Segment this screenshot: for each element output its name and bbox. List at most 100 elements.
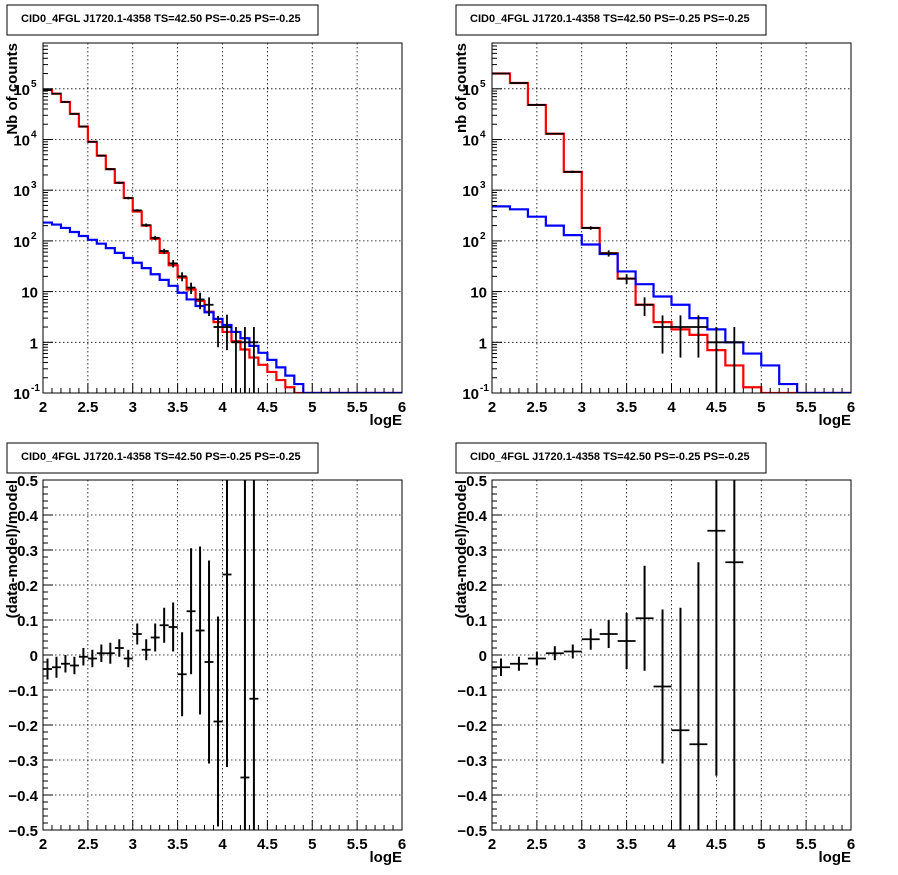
data-point: [87, 140, 97, 143]
x-tick-label: 2: [488, 836, 496, 853]
residual-point: [249, 480, 259, 830]
y-tick-label: 10: [470, 285, 487, 302]
series-step-1: [492, 72, 851, 393]
x-tick-label: 3: [129, 836, 137, 853]
x-tick-label: 5: [757, 399, 765, 416]
x-tick-label: 4.5: [257, 836, 278, 853]
residual-point: [653, 609, 672, 764]
y-tick-label: 0: [30, 648, 38, 665]
residual-point: [69, 656, 79, 675]
residual-point: [60, 655, 70, 673]
y-tick-label: 0.3: [17, 543, 38, 560]
y-tick-label: 10: [462, 82, 479, 99]
y-tick-exponent: 5: [480, 79, 486, 90]
data-point: [105, 168, 115, 171]
data-point: [60, 101, 70, 103]
data-point: [231, 327, 241, 393]
y-tick-exponent: 5: [31, 79, 37, 90]
residual-point: [87, 649, 97, 668]
x-axis-label: logE: [819, 412, 852, 429]
x-tick-label: 3: [578, 836, 586, 853]
residual-point: [159, 607, 169, 643]
residual-point: [78, 648, 88, 666]
y-tick-label: 10: [13, 183, 30, 200]
residual-point: [186, 548, 196, 675]
data-point: [177, 272, 187, 282]
x-tick-label: 4.5: [706, 399, 727, 416]
y-tick-label: 0.4: [17, 508, 39, 525]
x-tick-label: 3: [129, 399, 137, 416]
residual-point: [240, 480, 250, 830]
y-tick-label: 1: [479, 335, 487, 352]
y-tick-exponent: 4: [480, 129, 486, 140]
residual-point: [725, 480, 744, 830]
residual-point: [132, 623, 142, 645]
residual-point: [195, 546, 205, 715]
x-tick-label: 2.5: [526, 399, 547, 416]
x-tick-label: 4: [667, 836, 676, 853]
residual-point: [51, 656, 61, 678]
y-tick-exponent: 2: [31, 231, 37, 242]
data-point: [78, 125, 88, 128]
x-tick-label: 2.5: [77, 399, 98, 416]
x-tick-label: 2: [39, 399, 47, 416]
y-tick-label: −0.1: [8, 683, 38, 700]
residual-point: [213, 616, 223, 827]
y-tick-label: 10: [462, 234, 479, 251]
x-tick-label: 2: [39, 836, 47, 853]
y-tick-exponent: 4: [31, 129, 37, 140]
residual-point: [204, 560, 214, 764]
data-point: [96, 154, 106, 157]
y-tick-exponent: -1: [31, 383, 40, 394]
y-axis-label: nb of counts: [453, 43, 470, 133]
data-point: [168, 259, 178, 268]
y-tick-label: 10: [13, 132, 30, 149]
y-tick-label: −0.4: [8, 788, 38, 805]
data-point: [599, 250, 618, 257]
data-point: [51, 92, 61, 95]
y-tick-label: 0.3: [466, 543, 487, 560]
data-point: [249, 327, 259, 393]
data-point: [617, 274, 636, 285]
title-box: [6, 442, 319, 474]
chart-panel-4: CID0_4FGL J1720.1-4358 TS=42.50 PS=-0.25…: [453, 442, 855, 866]
y-tick-exponent: 3: [31, 180, 37, 191]
y-axis-label: Nb of counts: [4, 43, 21, 135]
chart-panel-1: CID0_4FGL J1720.1-4358 TS=42.50 PS=-0.25…: [4, 4, 406, 429]
data-point: [159, 248, 169, 254]
x-tick-label: 3.5: [616, 836, 637, 853]
x-tick-label: 5: [757, 836, 765, 853]
y-tick-label: 0.5: [466, 473, 487, 490]
y-tick-label: −0.5: [457, 823, 487, 840]
residual-point: [707, 480, 726, 776]
x-tick-label: 6: [398, 836, 406, 853]
data-point: [132, 209, 142, 212]
y-tick-label: 0.1: [466, 613, 487, 630]
data-point: [725, 327, 744, 393]
residual-point: [114, 639, 124, 657]
title-box: [6, 4, 319, 36]
x-axis-label: logE: [370, 412, 403, 429]
data-point: [213, 316, 223, 348]
residual-point: [527, 651, 546, 666]
plot-area: [492, 72, 851, 393]
data-point: [653, 315, 672, 354]
plot-area: [492, 480, 744, 830]
chart-title: CID0_4FGL J1720.1-4358 TS=42.50 PS=-0.25…: [21, 451, 301, 463]
x-tick-label: 4: [218, 836, 227, 853]
x-tick-label: 5.5: [796, 399, 817, 416]
y-tick-label: −0.3: [457, 753, 487, 770]
residual-point: [671, 607, 690, 830]
data-point: [204, 297, 214, 317]
y-axis-label: (data-model)/model: [453, 480, 470, 618]
residual-point: [635, 565, 654, 671]
residual-point: [141, 639, 151, 661]
residual-point: [168, 602, 178, 652]
y-tick-label: −0.1: [457, 683, 487, 700]
y-tick-label: −0.2: [8, 718, 38, 735]
x-tick-label: 2.5: [77, 836, 98, 853]
x-tick-label: 6: [847, 836, 855, 853]
data-point: [123, 196, 133, 200]
data-point: [141, 223, 151, 227]
